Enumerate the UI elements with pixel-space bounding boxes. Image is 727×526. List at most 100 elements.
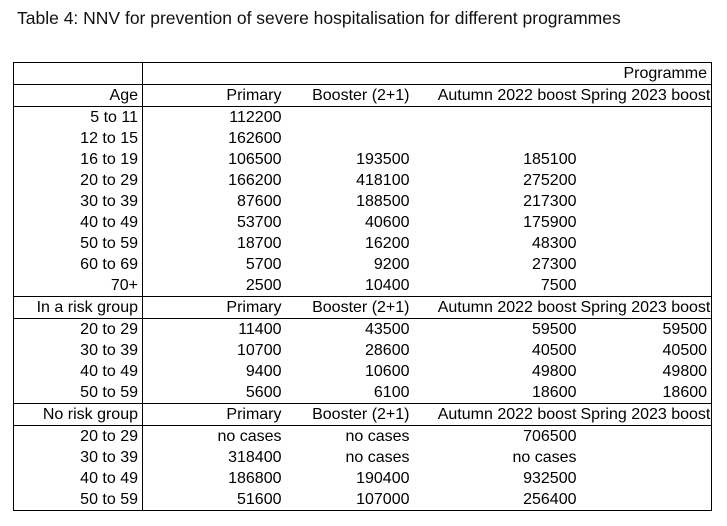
value-cell (581, 107, 712, 129)
value-cell: 53700 (237, 214, 282, 231)
row-label-cell: 70+ (13, 275, 143, 297)
row-label-cell: 50 to 59 (13, 382, 143, 404)
section-header-row: In a risk group Primary Booster (2+1) Autum… (13, 296, 712, 319)
value-cell: 418100 (356, 172, 410, 189)
value-cell: 49800 (662, 363, 708, 380)
value-cell: no cases (217, 428, 282, 445)
row-label-cell: 30 to 39 (13, 340, 143, 361)
row-label-cell: 60 to 69 (13, 254, 143, 275)
value-cell: 5700 (245, 256, 282, 273)
value-cell (286, 128, 414, 149)
value-cell (581, 170, 712, 191)
section-label-cell: Age (13, 84, 143, 107)
column-header-cell: Autumn 2022 boost (413, 403, 581, 426)
row-label-cell: 50 to 59 (13, 489, 143, 511)
value-cell: 40600 (365, 214, 410, 231)
value-cell: 185100 (523, 151, 577, 168)
row-label-cell: 20 to 29 (13, 170, 143, 191)
table-caption: Table 4: NNV for prevention of severe ho… (17, 8, 621, 28)
table-body: Programme Age Primary Booster (2+1) Autumn … (13, 62, 712, 511)
value-cell (581, 128, 712, 149)
value-cell (581, 149, 712, 170)
value-cell: 9400 (245, 363, 282, 380)
value-cell: 9200 (373, 256, 410, 273)
value-cell (414, 107, 581, 129)
column-header-cell: Spring 2023 boost (580, 403, 712, 426)
value-cell (286, 107, 414, 129)
table-row: 70+ 2500 10400 7500 (13, 275, 712, 297)
column-header-cell: Booster (2+1) (285, 403, 414, 426)
row-label-cell: 40 to 49 (13, 468, 143, 489)
value-cell: 18600 (662, 384, 708, 401)
column-header-cell: Spring 2023 boost (580, 296, 712, 319)
nnv-table: Programme Age Primary Booster (2+1) Autumn … (13, 62, 713, 511)
value-cell: 7500 (540, 277, 577, 294)
row-label-cell: 50 to 59 (13, 233, 143, 254)
row-label-cell: 30 to 39 (13, 447, 143, 468)
row-label-cell: 40 to 49 (13, 361, 143, 382)
value-cell: 48300 (532, 235, 577, 252)
table-row: 20 to 29 no cases no cases 706500 (13, 425, 712, 447)
value-cell: 107000 (356, 491, 410, 508)
table-row: 40 to 49 186800 190400 932500 (13, 468, 712, 489)
value-cell: 2500 (245, 277, 282, 294)
column-header-cell: Primary (142, 84, 286, 107)
row-label-cell: 30 to 39 (13, 191, 143, 212)
value-cell: 10600 (365, 363, 410, 380)
value-cell: 59500 (662, 321, 708, 338)
value-cell: 10400 (365, 277, 410, 294)
value-cell: 49800 (532, 363, 577, 380)
value-cell: 186800 (228, 470, 282, 487)
column-header-cell: Booster (2+1) (285, 84, 414, 107)
value-cell (581, 191, 712, 212)
row-label-cell: 12 to 15 (13, 128, 143, 149)
value-cell: 11400 (238, 321, 282, 338)
value-cell: 40500 (662, 342, 708, 359)
section-header-row: Age Primary Booster (2+1) Autumn 2022 boost… (13, 84, 712, 107)
value-cell: 18700 (237, 235, 282, 252)
value-cell: no cases (512, 449, 577, 466)
programme-header-cell: Programme (142, 62, 712, 85)
table-row: 5 to 11 112200 (13, 106, 712, 129)
section-label-cell: No risk group (13, 403, 143, 426)
value-cell (581, 447, 712, 468)
value-cell (414, 128, 581, 149)
table-row: 30 to 39 87600 188500 217300 (13, 191, 712, 212)
table-row: 50 to 59 5600 6100 18600 18600 (13, 382, 712, 404)
column-header-cell: Primary (142, 403, 286, 426)
value-cell: 18600 (532, 384, 577, 401)
value-cell: 256400 (523, 491, 577, 508)
value-cell (581, 254, 712, 275)
section-label-cell: In a risk group (13, 296, 143, 319)
value-cell (581, 212, 712, 233)
value-cell: 43500 (365, 321, 410, 338)
value-cell (581, 489, 712, 511)
row-label-cell: 5 to 11 (13, 106, 143, 128)
value-cell: 40500 (532, 342, 577, 359)
row-label-cell: 40 to 49 (13, 212, 143, 233)
value-cell: 28600 (365, 342, 410, 359)
table-row: 20 to 29 11400 43500 59500 59500 (13, 318, 712, 340)
value-cell: 932500 (523, 470, 577, 487)
column-header-cell: Booster (2+1) (285, 296, 414, 319)
row-label-cell: 16 to 19 (13, 149, 143, 170)
value-cell: 275200 (523, 172, 577, 189)
row-label-cell: 20 to 29 (13, 318, 143, 340)
value-cell: 193500 (356, 151, 410, 168)
table-row: 12 to 15 162600 (13, 128, 712, 149)
value-cell: 106500 (228, 151, 282, 168)
value-cell: 166200 (228, 172, 282, 189)
value-cell: 217300 (523, 193, 577, 210)
table-row: 50 to 59 18700 16200 48300 (13, 233, 712, 254)
value-cell (581, 275, 712, 297)
table-row: 60 to 69 5700 9200 27300 (13, 254, 712, 275)
value-cell: 175900 (523, 214, 577, 231)
value-cell: 27300 (532, 256, 577, 273)
table-row: 40 to 49 9400 10600 49800 49800 (13, 361, 712, 382)
column-header-cell: Spring 2023 boost (580, 84, 712, 107)
value-cell: 190400 (356, 470, 410, 487)
value-cell: 5600 (245, 384, 282, 401)
value-cell: 51600 (237, 491, 282, 508)
empty-corner-cell (13, 62, 143, 85)
